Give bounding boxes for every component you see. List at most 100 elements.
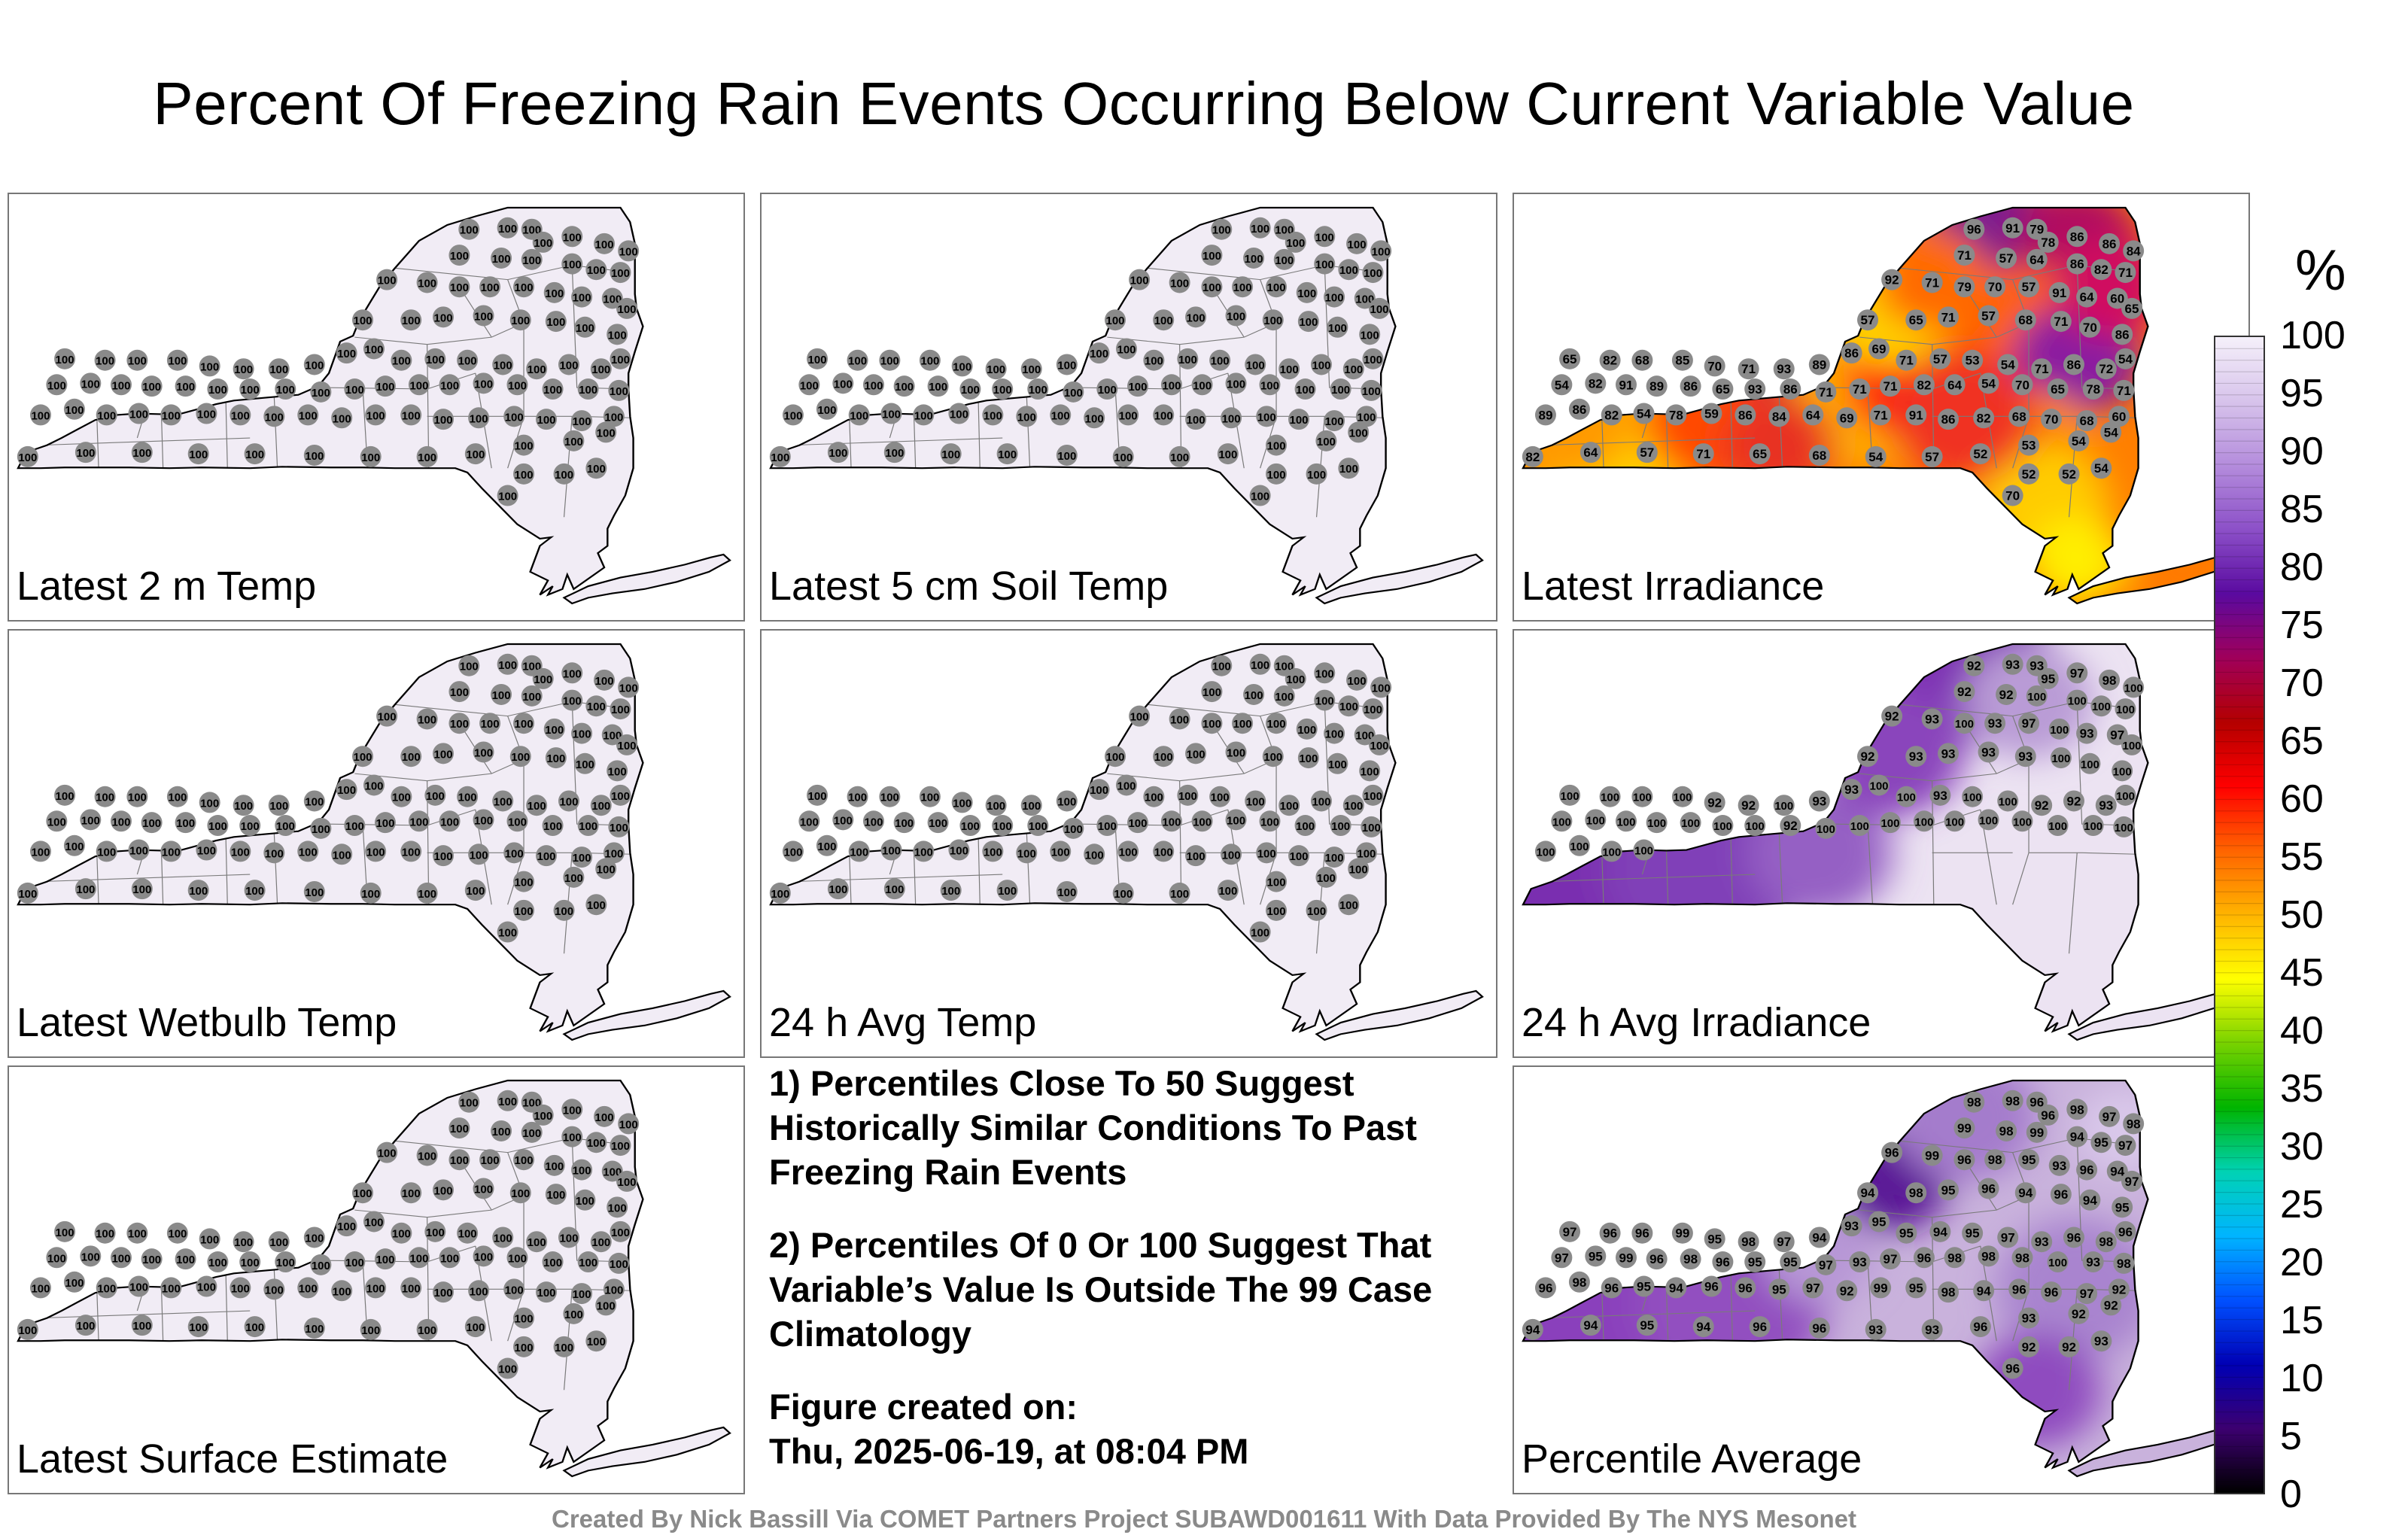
colorbar-tick: 55 <box>2280 835 2324 879</box>
station-value: 100 <box>245 1321 264 1334</box>
station-value: 100 <box>1372 682 1391 695</box>
station-value: 100 <box>111 1252 130 1265</box>
station-marker: 100 <box>360 445 382 467</box>
station-value: 92 <box>1707 795 1722 810</box>
station-marker: 100 <box>1266 899 1288 921</box>
station-marker: 100 <box>992 378 1014 400</box>
station-value: 95 <box>1637 1280 1651 1294</box>
station-value: 100 <box>1098 384 1117 397</box>
station-marker: 70 <box>2041 409 2063 430</box>
station-value: 100 <box>176 1254 195 1266</box>
station-value: 100 <box>1106 315 1125 327</box>
station-value: 95 <box>2115 1200 2130 1214</box>
station-marker: 100 <box>1369 734 1391 755</box>
station-marker: 100 <box>310 1254 332 1275</box>
station-marker: 71 <box>1815 381 1837 403</box>
station-marker: 100 <box>376 269 398 290</box>
station-value: 95 <box>1707 1232 1722 1246</box>
station-value: 98 <box>2005 1094 2020 1108</box>
station-value: 100 <box>564 872 583 885</box>
station-marker: 100 <box>1225 305 1247 327</box>
station-value: 100 <box>864 816 883 828</box>
station-marker: 97 <box>1559 1220 1581 1242</box>
station-value: 100 <box>1170 713 1189 726</box>
station-marker: 71 <box>1692 443 1714 465</box>
station-marker: 100 <box>160 1277 182 1299</box>
station-marker: 100 <box>985 358 1007 380</box>
station-value: 100 <box>545 1160 564 1173</box>
station-value: 86 <box>2115 327 2130 342</box>
station-marker: 71 <box>1938 306 1960 328</box>
station-marker: 100 <box>297 1277 319 1299</box>
station-value: 100 <box>409 816 428 828</box>
station-value: 100 <box>1364 267 1382 280</box>
station-marker: 100 <box>532 1104 554 1126</box>
station-marker: 100 <box>1262 309 1284 331</box>
station-value: 95 <box>1783 1255 1798 1269</box>
station-marker: 96 <box>2050 1184 2072 1205</box>
station-marker: 92 <box>2068 1302 2090 1324</box>
station-value: 100 <box>603 730 622 743</box>
station-marker: 100 <box>1297 311 1319 333</box>
station-value: 100 <box>234 1236 253 1249</box>
station-marker: 100 <box>1646 812 1668 834</box>
station-marker: 93 <box>2095 795 2117 816</box>
station-marker: 100 <box>1896 786 1917 807</box>
station-marker: 95 <box>1585 1245 1607 1267</box>
station-marker: 100 <box>543 281 565 303</box>
station-marker: 54 <box>1997 354 2019 375</box>
station-marker: 100 <box>1288 409 1310 430</box>
station-marker: 100 <box>1273 248 1295 270</box>
station-value: 100 <box>76 447 95 460</box>
station-value: 100 <box>1331 820 1350 833</box>
station-value: 82 <box>1977 411 1991 425</box>
station-marker: 100 <box>199 355 220 377</box>
station-marker: 100 <box>344 815 366 837</box>
station-marker: 54 <box>1978 372 1999 394</box>
station-value: 100 <box>2084 820 2102 833</box>
station-value: 100 <box>402 315 421 327</box>
station-value: 100 <box>1170 888 1189 901</box>
station-value: 100 <box>1022 800 1041 813</box>
station-value: 100 <box>418 1324 436 1337</box>
station-value: 72 <box>2099 362 2113 376</box>
station-marker: 100 <box>141 375 163 397</box>
station-value: 100 <box>1817 823 1835 836</box>
station-marker: 100 <box>196 403 217 424</box>
station-marker: 100 <box>536 845 558 867</box>
station-marker: 100 <box>1338 457 1360 479</box>
station-value: 98 <box>1941 1285 1956 1299</box>
station-marker: 100 <box>1249 217 1271 239</box>
station-value: 100 <box>132 447 151 460</box>
station-marker: 100 <box>199 1228 220 1250</box>
station-value: 100 <box>1275 661 1294 673</box>
station-value: 100 <box>450 1154 469 1167</box>
station-value: 100 <box>920 792 939 804</box>
station-marker: 100 <box>1953 713 1975 734</box>
station-marker: 100 <box>187 880 209 901</box>
station-value: 100 <box>333 1285 351 1298</box>
station-marker: 78 <box>1665 404 1687 426</box>
station-value: 100 <box>1979 814 1998 827</box>
station-marker: 100 <box>509 1182 531 1204</box>
station-marker: 98 <box>2123 1113 2145 1135</box>
station-marker: 91 <box>1905 404 1927 426</box>
station-value: 100 <box>176 817 195 830</box>
station-marker: 82 <box>1599 349 1621 371</box>
station-value: 100 <box>1106 751 1125 764</box>
station-value: 100 <box>984 409 1002 422</box>
station-marker: 65 <box>1559 348 1581 369</box>
station-value: 100 <box>522 254 541 267</box>
station-value: 78 <box>2086 382 2100 397</box>
station-value: 100 <box>834 814 853 827</box>
station-marker: 100 <box>1266 871 1288 892</box>
station-value: 100 <box>31 1282 50 1295</box>
station-marker: 100 <box>1117 404 1139 426</box>
colorbar-tick: 85 <box>2280 488 2324 531</box>
station-marker: 100 <box>207 1251 229 1273</box>
panel-percentile-average: 98 98 96 96 98 97 98 99 98 99 94 95 97 96 99 96 98 95 93 96… <box>1513 1065 2250 1494</box>
colorbar-tick: 100 <box>2280 314 2346 357</box>
panel-24h-avg-temp: 100 100 100 100 100 100 100 100 100 100 100 100 100 1… <box>760 629 1497 1058</box>
station-marker: 100 <box>1306 899 1327 921</box>
station-marker: 100 <box>996 443 1018 465</box>
